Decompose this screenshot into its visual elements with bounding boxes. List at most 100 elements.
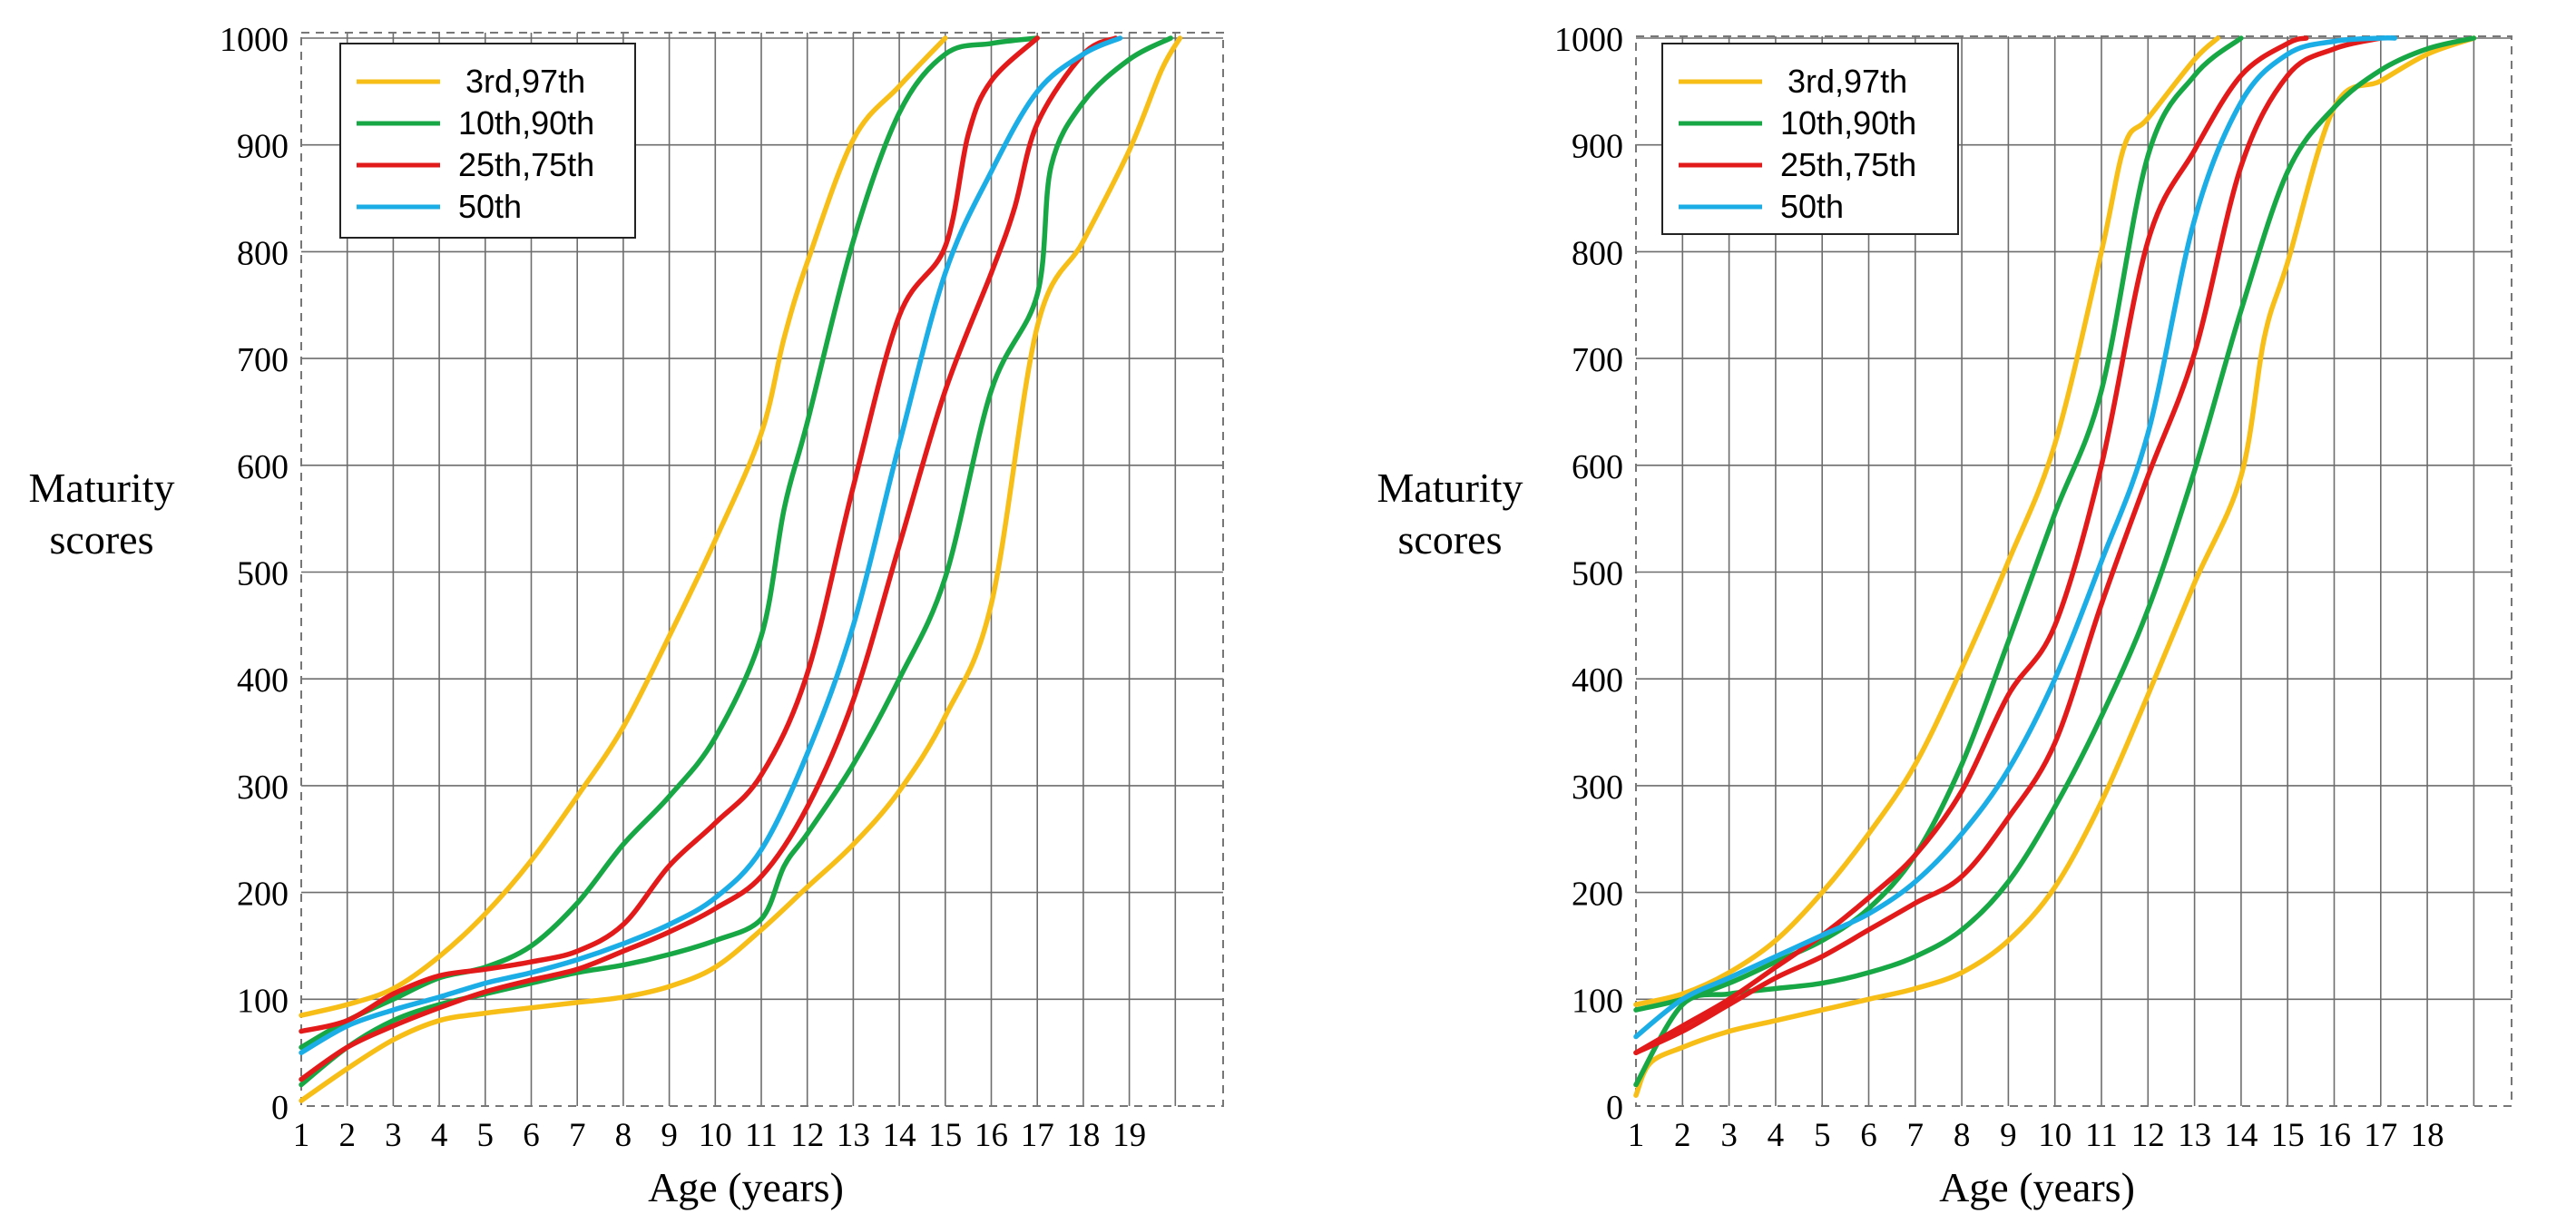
right-series-97th-line xyxy=(1633,35,2221,1007)
left-y-axis-label-line2: scores xyxy=(50,516,154,563)
left-legend-label: 50th xyxy=(458,188,522,225)
right-x-tick-label: 6 xyxy=(1860,1117,1877,1154)
left-x-axis-label: Age (years) xyxy=(648,1164,844,1210)
right-legend: 3rd,97th 10th,90th 25th,75th 50th xyxy=(1661,43,1959,235)
right-x-tick-label: 8 xyxy=(1954,1117,1971,1154)
right-x-tick-label: 17 xyxy=(2364,1117,2397,1154)
right-plot-frame xyxy=(1635,35,2512,1107)
right-legend-box xyxy=(1661,43,1959,235)
right-x-tick-label: 2 xyxy=(1674,1117,1691,1154)
right-series-50th-line xyxy=(1633,34,2397,1040)
left-legend-label: 3rd,97th xyxy=(465,63,585,100)
left-x-tick-label: 15 xyxy=(928,1117,962,1154)
right-series-75th-line xyxy=(1633,35,2309,1055)
right-x-tick-label: 12 xyxy=(2131,1117,2165,1154)
right-y-tick-label: 1000 xyxy=(1554,21,1623,59)
left-x-tick-label: 18 xyxy=(1066,1117,1100,1154)
left-series-3rd-line xyxy=(299,35,1183,1103)
left-x-tick-label: 6 xyxy=(523,1117,540,1154)
right-x-tick-label: 10 xyxy=(2038,1117,2072,1154)
left-y-ticks: 0 100 200 300 400 500 600 700 800 900 1000 xyxy=(220,21,289,1127)
left-y-tick-label: 500 xyxy=(237,555,289,593)
right-y-tick-label: 800 xyxy=(1572,234,1623,272)
right-x-tick-label: 13 xyxy=(2178,1117,2211,1154)
left-y-tick-label: 700 xyxy=(237,341,289,379)
left-x-tick-label: 3 xyxy=(385,1117,402,1154)
left-x-tick-label: 17 xyxy=(1021,1117,1054,1154)
left-x-tick-label: 19 xyxy=(1112,1117,1146,1154)
right-series-lines xyxy=(1633,34,2477,1098)
left-x-tick-label: 4 xyxy=(431,1117,448,1154)
left-series-lines xyxy=(299,35,1183,1103)
left-x-tick-label: 8 xyxy=(615,1117,632,1154)
left-x-tick-label: 1 xyxy=(293,1117,310,1154)
left-series-75th-line xyxy=(299,35,1040,1034)
left-series-97th-line xyxy=(299,35,948,1018)
right-y-ticks: 0 100 200 300 400 500 600 700 800 900 1000 xyxy=(1554,21,1623,1127)
right-legend-label: 25th,75th xyxy=(1780,146,1916,183)
right-x-tick-label: 18 xyxy=(2411,1117,2444,1154)
right-series-3rd-line xyxy=(1633,35,2477,1098)
left-x-tick-label: 2 xyxy=(338,1117,356,1154)
right-y-axis-label-line1: Maturity xyxy=(1377,465,1523,511)
right-y-tick-label: 0 xyxy=(1606,1089,1623,1127)
left-series-50th-line xyxy=(299,35,1123,1055)
right-y-tick-label: 700 xyxy=(1572,341,1623,379)
right-series-25th-line xyxy=(1633,35,2384,1055)
right-y-tick-label: 900 xyxy=(1572,128,1623,166)
right-y-tick-label: 100 xyxy=(1572,982,1623,1020)
right-x-tick-label: 1 xyxy=(1628,1117,1645,1154)
left-y-tick-label: 400 xyxy=(237,661,289,700)
left-x-tick-label: 12 xyxy=(790,1117,824,1154)
left-x-tick-label: 14 xyxy=(883,1117,916,1154)
left-y-tick-label: 600 xyxy=(237,448,289,486)
right-legend-label: 50th xyxy=(1780,188,1844,225)
left-x-tick-label: 10 xyxy=(699,1117,732,1154)
right-x-tick-label: 4 xyxy=(1768,1117,1785,1154)
right-x-tick-label: 16 xyxy=(2317,1117,2351,1154)
right-y-axis-label-line2: scores xyxy=(1398,516,1503,563)
right-x-axis-label: Age (years) xyxy=(1939,1164,2135,1210)
left-x-tick-label: 16 xyxy=(975,1117,1008,1154)
right-legend-label: 3rd,97th xyxy=(1788,63,1907,100)
right-y-tick-label: 500 xyxy=(1572,555,1623,593)
left-legend-label: 25th,75th xyxy=(458,146,594,183)
left-x-tick-label: 13 xyxy=(837,1117,870,1154)
right-x-tick-label: 7 xyxy=(1907,1117,1925,1154)
right-x-tick-label: 11 xyxy=(2085,1117,2118,1154)
left-y-tick-label: 100 xyxy=(237,982,289,1020)
right-y-tick-label: 300 xyxy=(1572,769,1623,807)
right-series-10th-line xyxy=(1633,35,2477,1088)
right-y-tick-label: 200 xyxy=(1572,876,1623,914)
left-x-tick-label: 11 xyxy=(745,1117,778,1154)
right-legend-items: 3rd,97th 10th,90th 25th,75th 50th xyxy=(1679,63,1916,225)
left-y-tick-label: 0 xyxy=(271,1089,289,1127)
left-legend-label: 10th,90th xyxy=(458,104,594,142)
right-x-tick-label: 14 xyxy=(2224,1117,2258,1154)
left-y-tick-label: 1000 xyxy=(220,21,289,59)
right-x-tick-label: 5 xyxy=(1814,1117,1831,1154)
left-plot-frame xyxy=(300,32,1224,1107)
left-x-tick-label: 9 xyxy=(661,1117,678,1154)
right-y-tick-label: 400 xyxy=(1572,661,1623,700)
left-legend-items: 3rd,97th 10th,90th 25th,75th 50th xyxy=(357,63,594,225)
left-x-tick-label: 7 xyxy=(569,1117,586,1154)
right-y-tick-label: 600 xyxy=(1572,448,1623,486)
right-x-ticks: 1 2 3 4 5 6 7 8 9 10 11 12 13 14 15 16 17 18 xyxy=(1628,1117,2444,1154)
left-series-25th-line xyxy=(299,35,1119,1082)
left-y-tick-label: 900 xyxy=(237,128,289,166)
right-x-tick-label: 9 xyxy=(2000,1117,2017,1154)
left-x-ticks: 1 2 3 4 5 6 7 8 9 10 11 12 13 14 15 16 17 18 19 xyxy=(293,1117,1146,1154)
right-series-90th-line xyxy=(1633,35,2244,1013)
left-y-axis-label-line1: Maturity xyxy=(29,465,175,511)
right-x-tick-label: 3 xyxy=(1720,1117,1738,1154)
left-y-tick-label: 200 xyxy=(237,876,289,914)
left-y-tick-label: 800 xyxy=(237,234,289,272)
left-x-tick-label: 5 xyxy=(477,1117,495,1154)
right-x-tick-label: 15 xyxy=(2271,1117,2305,1154)
left-y-tick-label: 300 xyxy=(237,769,289,807)
left-legend: 3rd,97th 10th,90th 25th,75th 50th xyxy=(339,43,636,239)
